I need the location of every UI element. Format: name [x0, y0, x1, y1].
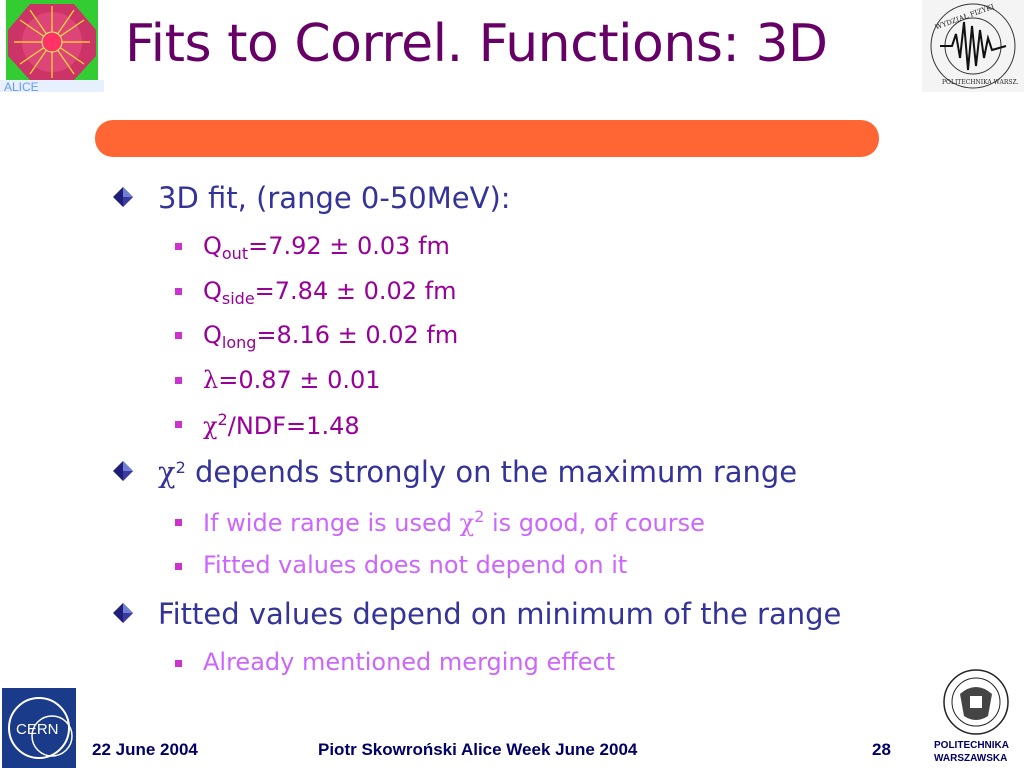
wydzial-fizyki-logo: WYDZIAŁ FIZYKI POLITECHNIKA WARSZ. — [922, 0, 1024, 92]
title-accent-bar — [95, 120, 879, 157]
alice-logo: ALICE — [0, 0, 104, 92]
cern-logo: CERN — [2, 688, 76, 768]
sub-bullet-item: Fitted values does not depend on it — [203, 551, 628, 579]
sub-bullet-item: Qside=7.84 ± 0.02 fm — [203, 277, 457, 308]
square-bullet-icon — [175, 377, 182, 384]
square-bullet-icon — [175, 660, 182, 667]
square-bullet-icon — [175, 332, 182, 339]
square-bullet-icon — [175, 519, 182, 526]
sub-bullet-item: χ2/NDF=1.48 — [203, 410, 360, 440]
square-bullet-icon — [175, 288, 182, 295]
slide-title: Fits to Correl. Functions: 3D — [125, 14, 828, 74]
alice-logo-text: ALICE — [4, 80, 39, 92]
sub-bullet-item: If wide range is used χ2 is good, of cou… — [203, 507, 705, 537]
sub-bullet-item: Qout=7.92 ± 0.03 fm — [203, 232, 450, 263]
sub-bullet-item: λ=0.87 ± 0.01 — [203, 366, 381, 394]
footer-date: 22 June 2004 — [92, 740, 198, 759]
bullet-text: Fitted values depend on minimum of the r… — [158, 597, 842, 631]
pw-logo-line1: POLITECHNIKA — [934, 740, 1009, 751]
svg-text:CERN: CERN — [16, 721, 59, 738]
diamond-bullet-icon — [113, 603, 133, 623]
square-bullet-icon — [175, 563, 182, 570]
svg-text:POLITECHNIKA WARSZ.: POLITECHNIKA WARSZ. — [942, 79, 1019, 86]
sub-bullet-item: Qlong=8.16 ± 0.02 fm — [203, 321, 459, 352]
sub-bullet-item: Already mentioned merging effect — [203, 648, 616, 676]
bullet-text: 3D fit, (range 0-50MeV): — [158, 181, 511, 215]
bullet-text: χ2 depends strongly on the maximum range — [158, 455, 798, 489]
footer-presenter: Piotr Skowroński Alice Week June 2004 — [318, 740, 638, 759]
diamond-bullet-icon — [113, 461, 133, 481]
politechnika-warszawska-logo — [943, 669, 1009, 735]
pw-logo-line2: WARSZAWSKA — [934, 753, 1008, 764]
square-bullet-icon — [175, 421, 182, 428]
footer-page-number: 28 — [872, 740, 891, 759]
square-bullet-icon — [175, 243, 182, 250]
diamond-bullet-icon — [113, 187, 133, 207]
